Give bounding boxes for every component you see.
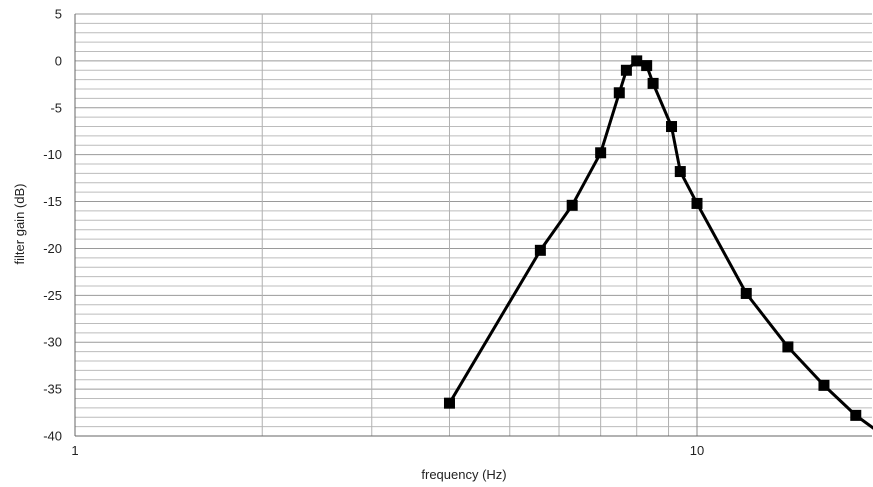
y-tick-label: 5 — [55, 7, 62, 22]
x-tick-label: 10 — [690, 443, 704, 458]
x-tick-labels: 1 10 — [71, 443, 704, 458]
data-point-marker — [613, 87, 625, 99]
data-point-marker — [641, 60, 653, 72]
y-tick-label: -5 — [50, 100, 62, 115]
y-tick-label: -25 — [43, 288, 62, 303]
data-point-marker — [443, 397, 455, 409]
data-point-marker — [595, 147, 607, 159]
y-tick-label: -10 — [43, 147, 62, 162]
y-tick-label: -40 — [43, 429, 62, 444]
data-point-marker — [666, 121, 678, 133]
data-point-marker — [691, 197, 703, 209]
data-point-marker — [782, 341, 794, 353]
grid-lines — [74, 13, 872, 437]
y-tick-label: -35 — [43, 382, 62, 397]
y-axis-title: filter gain (dB) — [12, 184, 27, 265]
y-tick-labels: 5 0 -5 -10 -15 -20 -25 -30 -35 -40 — [43, 7, 62, 444]
data-point-marker — [631, 55, 643, 67]
data-point-marker — [620, 64, 632, 76]
data-point-marker — [534, 244, 546, 256]
y-tick-label: -15 — [43, 194, 62, 209]
data-point-marker — [674, 166, 686, 178]
y-tick-label: -20 — [43, 241, 62, 256]
y-tick-label: -30 — [43, 335, 62, 350]
series-layer — [443, 55, 873, 430]
data-point-marker — [740, 287, 752, 299]
x-tick-label: 1 — [71, 443, 78, 458]
y-tick-label: 0 — [55, 53, 62, 68]
data-point-marker — [647, 77, 659, 89]
x-axis-title: frequency (Hz) — [421, 467, 506, 482]
data-point-marker — [850, 409, 862, 421]
data-point-marker — [566, 199, 578, 211]
data-point-marker — [818, 379, 830, 391]
